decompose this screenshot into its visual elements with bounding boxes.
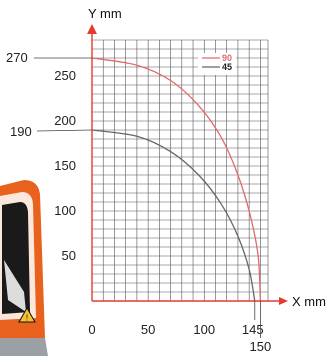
- y-tick-label: 250: [54, 68, 76, 83]
- x-tick-label: 100: [193, 322, 215, 337]
- y-axis-arrow-icon: [87, 24, 97, 34]
- series-line-90: [91, 57, 262, 302]
- x-axis-title: X mm: [292, 294, 326, 309]
- y-axis-title: Y mm: [88, 6, 122, 21]
- y-tick-label: 50: [62, 248, 76, 263]
- y-tick-label: 150: [54, 158, 76, 173]
- callout-145: 145: [242, 322, 264, 337]
- callout-150: 150: [250, 339, 272, 354]
- legend-label-45: 45: [222, 62, 232, 72]
- x-tick-label: 0: [88, 322, 95, 337]
- series-line-45: [91, 129, 256, 302]
- svg-text:!: !: [26, 314, 28, 323]
- labels: Y mm X mm 50 100 150 200 250 0 50 100 270 190 145 150…: [6, 6, 326, 354]
- legend-label-90: 90: [222, 53, 232, 63]
- grid: [92, 39, 269, 301]
- callout-190: 190: [10, 124, 32, 139]
- callout-270: 270: [6, 50, 28, 65]
- axes: [87, 24, 288, 305]
- machine-photo: !: [0, 180, 48, 356]
- y-tick-label: 200: [54, 113, 76, 128]
- y-tick-label: 100: [54, 203, 76, 218]
- x-tick-label: 50: [141, 322, 155, 337]
- callout-190-leader: [36, 129, 93, 132]
- curves: [91, 57, 262, 302]
- warning-triangle-icon: !: [18, 306, 36, 323]
- x-axis-arrow-icon: [279, 297, 288, 305]
